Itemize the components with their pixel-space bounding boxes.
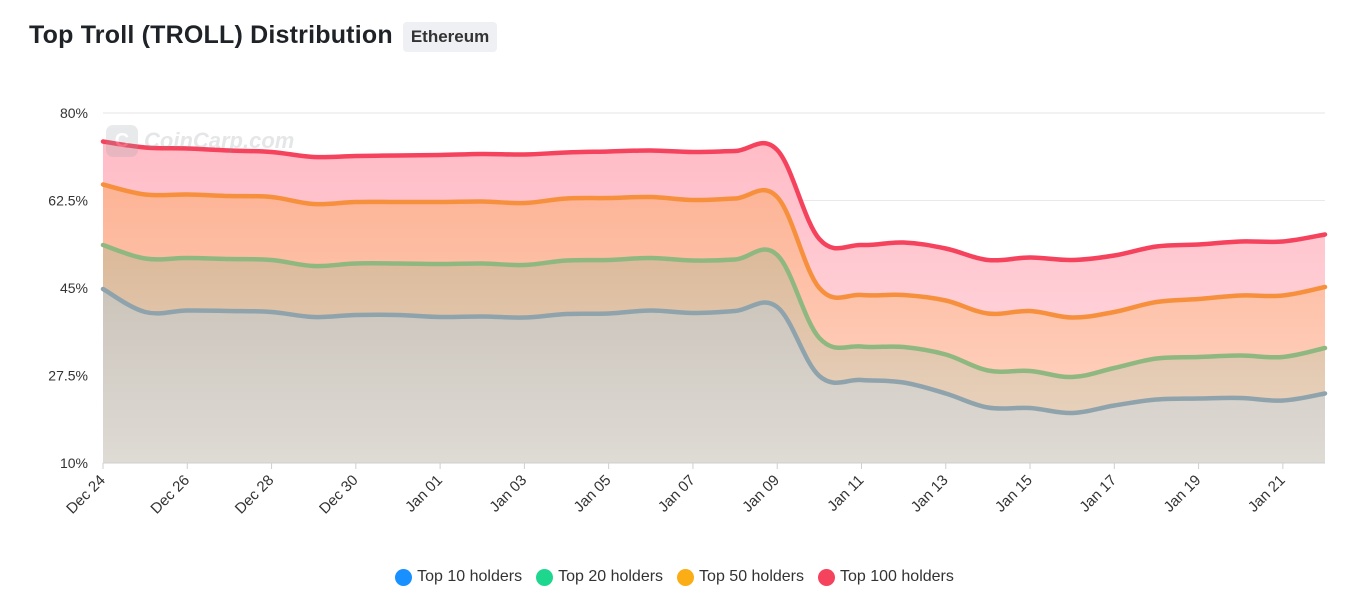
x-tick-label: Jan 09	[739, 472, 783, 516]
x-tick-label: Jan 11	[824, 472, 867, 515]
legend-item[interactable]: Top 50 holders	[677, 568, 804, 586]
y-tick-label: 27.5%	[48, 368, 88, 384]
legend-item[interactable]: Top 10 holders	[395, 568, 522, 586]
legend-swatch-icon	[536, 568, 554, 586]
x-tick-label: Jan 13	[908, 472, 952, 516]
line-top-10-holders	[100, 286, 1328, 416]
x-tick-label: Dec 28	[232, 472, 278, 518]
line-top-100-holders	[100, 139, 1328, 263]
y-tick-label: 80%	[60, 105, 88, 121]
x-tick-label: Jan 01	[402, 472, 446, 516]
legend-swatch-icon	[677, 568, 695, 586]
legend-label: Top 100 holders	[840, 568, 954, 585]
legend-swatch-icon	[818, 568, 836, 586]
legend-label: Top 10 holders	[417, 568, 523, 585]
x-tick-label: Jan 17	[1076, 472, 1120, 516]
x-tick-label: Jan 21	[1245, 472, 1289, 516]
legend-item[interactable]: Top 100 holders	[818, 568, 954, 586]
x-tick-label: Dec 24	[63, 472, 109, 518]
area-fade-overlay	[103, 113, 1325, 463]
x-tick-label: Jan 15	[992, 472, 1036, 516]
y-tick-label: 10%	[60, 455, 88, 471]
y-tick-label: 45%	[60, 280, 88, 296]
legend-label: Top 50 holders	[699, 568, 805, 585]
network-badge: Ethereum	[402, 22, 498, 52]
x-tick-label: Jan 03	[486, 472, 530, 516]
y-tick-label: 62.5%	[48, 193, 88, 209]
legend-swatch-icon	[395, 568, 413, 586]
legend-label: Top 20 holders	[558, 568, 664, 585]
page-title: Top Troll (TROLL) Distribution	[29, 20, 393, 49]
x-tick-label: Dec 26	[147, 472, 193, 518]
x-tick-label: Dec 30	[316, 472, 362, 518]
series-lines	[100, 139, 1328, 416]
chart-legend: Top 10 holders Top 20 holders Top 50 holde…	[0, 568, 1349, 586]
chart-header: Top Troll (TROLL) Distribution Ethereum	[29, 18, 498, 52]
line-top-50-holders	[100, 182, 1328, 320]
legend-item[interactable]: Top 20 holders	[536, 568, 663, 586]
line-top-20-holders	[100, 242, 1328, 380]
x-tick-label: Jan 07	[655, 472, 699, 516]
x-tick-label: Jan 05	[571, 472, 615, 516]
x-tick-label: Jan 19	[1161, 472, 1205, 516]
